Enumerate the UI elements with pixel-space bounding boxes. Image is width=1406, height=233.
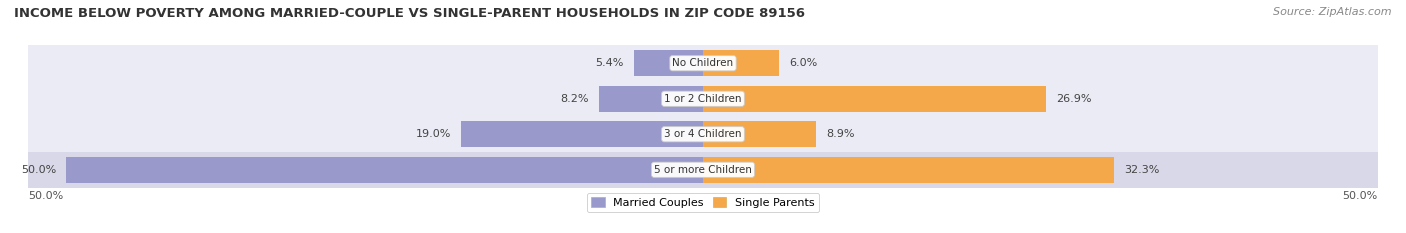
Bar	[703, 86, 1046, 112]
Bar	[0, 152, 1406, 188]
Bar	[599, 86, 703, 112]
Bar	[66, 157, 703, 182]
Text: 1 or 2 Children: 1 or 2 Children	[664, 94, 742, 104]
Bar	[703, 51, 779, 76]
Text: 26.9%: 26.9%	[1056, 94, 1091, 104]
Text: Source: ZipAtlas.com: Source: ZipAtlas.com	[1274, 7, 1392, 17]
Text: 8.9%: 8.9%	[827, 129, 855, 139]
Text: 19.0%: 19.0%	[416, 129, 451, 139]
Text: No Children: No Children	[672, 58, 734, 68]
Text: 50.0%: 50.0%	[21, 165, 56, 175]
Bar	[461, 121, 703, 147]
Text: 50.0%: 50.0%	[1343, 191, 1378, 201]
Bar	[634, 51, 703, 76]
Text: 6.0%: 6.0%	[790, 58, 818, 68]
Text: 5 or more Children: 5 or more Children	[654, 165, 752, 175]
Bar	[703, 121, 817, 147]
Text: 5.4%: 5.4%	[596, 58, 624, 68]
Legend: Married Couples, Single Parents: Married Couples, Single Parents	[586, 193, 820, 212]
Text: 50.0%: 50.0%	[28, 191, 63, 201]
Text: INCOME BELOW POVERTY AMONG MARRIED-COUPLE VS SINGLE-PARENT HOUSEHOLDS IN ZIP COD: INCOME BELOW POVERTY AMONG MARRIED-COUPL…	[14, 7, 806, 20]
Bar	[703, 157, 1115, 182]
Text: 32.3%: 32.3%	[1125, 165, 1160, 175]
Text: 8.2%: 8.2%	[560, 94, 588, 104]
Bar	[0, 81, 1406, 116]
Bar	[0, 116, 1406, 152]
Text: 3 or 4 Children: 3 or 4 Children	[664, 129, 742, 139]
Bar	[0, 45, 1406, 81]
